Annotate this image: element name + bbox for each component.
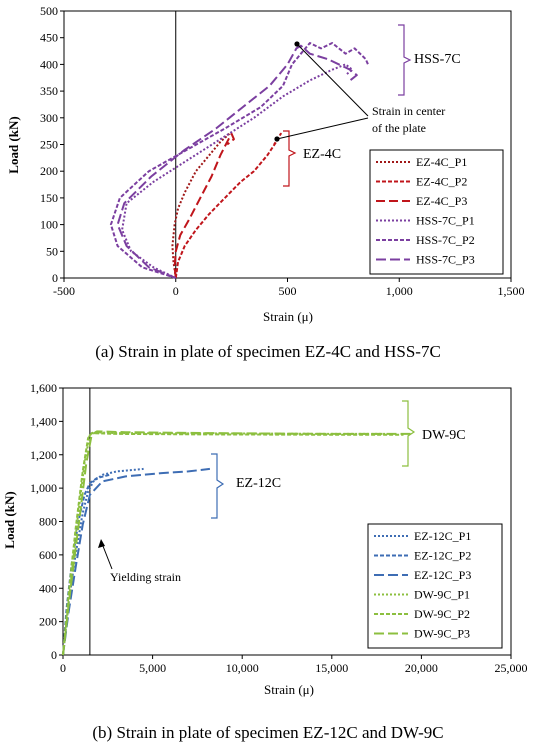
chart-a-legend-label: HSS-7C_P3 (416, 253, 475, 267)
chart-b-xlabel: Strain (μ) (264, 682, 314, 697)
chart-a-legend-label: EZ-4C_P1 (416, 155, 467, 169)
chart-b-series-ez-12c_p3 (62, 467, 211, 656)
chart-a-y-tick-label: 100 (40, 218, 58, 232)
chart-b-y-tick-label: 600 (39, 548, 57, 562)
chart-b-x-tick-label: 15,000 (315, 661, 348, 675)
chart-a-group-label-ez4c: EZ-4C (303, 147, 341, 162)
chart-a-x-tick-label: 1,500 (498, 284, 525, 298)
chart-b-bracket-dw9c (402, 400, 416, 467)
chart-b-y-tick-label: 200 (39, 615, 57, 629)
chart-a-annotation-line1: Strain in center (372, 104, 445, 118)
chart-a-series-hss-7c_p3 (116, 44, 358, 279)
chart-a-legend-label: EZ-4C_P2 (416, 175, 467, 189)
chart-b-y-tick-label: 1,200 (30, 448, 57, 462)
chart-b-legend-label: EZ-12C_P2 (414, 549, 471, 563)
chart-b-bracket-ez12c (211, 453, 225, 519)
chart-a-center-marker-ez4c (274, 136, 280, 142)
chart-a-caption: (a) Strain in plate of specimen EZ-4C an… (95, 342, 441, 361)
chart-b-yielding-arrow-head (98, 539, 105, 548)
chart-a-annotation-line2: of the plate (372, 121, 426, 135)
chart-a-group-label-hss7c: HSS-7C (414, 52, 461, 67)
chart-b-x-tick-label: 5,000 (139, 661, 166, 675)
chart-a-annotation-pointer-ez4c (276, 117, 369, 140)
chart-a-x-tick-label: 1,000 (386, 284, 413, 298)
chart-b-y-tick-label: 1,400 (30, 414, 57, 428)
chart-b-annotation: Yielding strain (110, 570, 181, 584)
chart-b-series-dw-9c_p2 (62, 432, 404, 656)
chart-b-legend-label: EZ-12C_P3 (414, 568, 471, 582)
chart-b-series-ez-12c_p1 (62, 467, 144, 656)
chart-a-legend-label: HSS-7C_P1 (416, 214, 475, 228)
chart-b-series-dw-9c_p1 (62, 431, 386, 656)
chart-a-series-hss-7c_p1 (121, 63, 354, 279)
chart-a-y-tick-label: 300 (40, 111, 58, 125)
chart-a-bracket-ez4c (283, 130, 297, 187)
chart-b-x-tick-label: 0 (60, 661, 66, 675)
chart-a-y-tick-label: 50 (46, 244, 58, 258)
chart-a-y-tick-label: 150 (40, 191, 58, 205)
chart-b-group-label-dw9c: DW-9C (422, 428, 466, 443)
chart-a-y-tick-label: 400 (40, 57, 58, 71)
chart-a-series-hss-7c_p2 (109, 42, 369, 279)
chart-b-legend-label: DW-9C_P2 (414, 607, 470, 621)
chart-b-x-tick-label: 10,000 (226, 661, 259, 675)
chart-a-y-tick-label: 450 (40, 31, 58, 45)
chart-a-y-tick-label: 500 (40, 4, 58, 18)
chart-a-series-ez-4c_p3 (173, 132, 235, 279)
chart-a-annotation-pointer-hss7c (296, 43, 369, 117)
chart-b-series-dw-9c_p3 (62, 430, 413, 656)
chart-a-xlabel: Strain (μ) (263, 309, 313, 324)
chart-b-y-tick-label: 400 (39, 581, 57, 595)
chart-b-y-tick-label: 1,000 (30, 481, 57, 495)
chart-b-y-tick-label: 0 (51, 648, 57, 662)
chart-a-x-tick-label: 500 (279, 284, 297, 298)
chart-b-legend (367, 523, 503, 649)
chart-b-series-ez-12c_p2 (62, 473, 110, 656)
chart-a-y-tick-label: 350 (40, 84, 58, 98)
chart-a-bracket-hss7c (398, 24, 412, 96)
chart-b-group-label-ez12c: EZ-12C (236, 476, 281, 491)
chart-b-y-tick-label: 800 (39, 515, 57, 529)
chart-a-legend (369, 149, 504, 275)
chart-a-series-ez-4c_p2 (174, 132, 282, 279)
chart-a-legend-label: EZ-4C_P3 (416, 194, 467, 208)
chart-b-x-tick-label: 25,000 (495, 661, 528, 675)
chart-a-x-tick-label: -500 (53, 284, 75, 298)
chart-b-legend-label: DW-9C_P3 (414, 627, 470, 641)
chart-a-ylabel: Load (kN) (6, 116, 21, 173)
chart-b-y-tick-label: 1,600 (30, 381, 57, 395)
chart-a-x-tick-label: 0 (173, 284, 179, 298)
chart-a-y-tick-label: 0 (52, 271, 58, 285)
chart-a-center-marker-hss7c (294, 41, 300, 47)
chart-b-legend-label: DW-9C_P1 (414, 588, 470, 602)
chart-b-legend-label: EZ-12C_P1 (414, 529, 471, 543)
chart-b-ylabel: Load (kN) (2, 491, 17, 548)
chart-b-x-tick-label: 20,000 (405, 661, 438, 675)
chart-b-caption: (b) Strain in plate of specimen EZ-12C a… (92, 723, 443, 742)
chart-a-y-tick-label: 250 (40, 138, 58, 152)
chart-a-y-tick-label: 200 (40, 164, 58, 178)
chart-a-legend-label: HSS-7C_P2 (416, 233, 475, 247)
chart-a-series-ez-4c_p1 (171, 133, 231, 279)
